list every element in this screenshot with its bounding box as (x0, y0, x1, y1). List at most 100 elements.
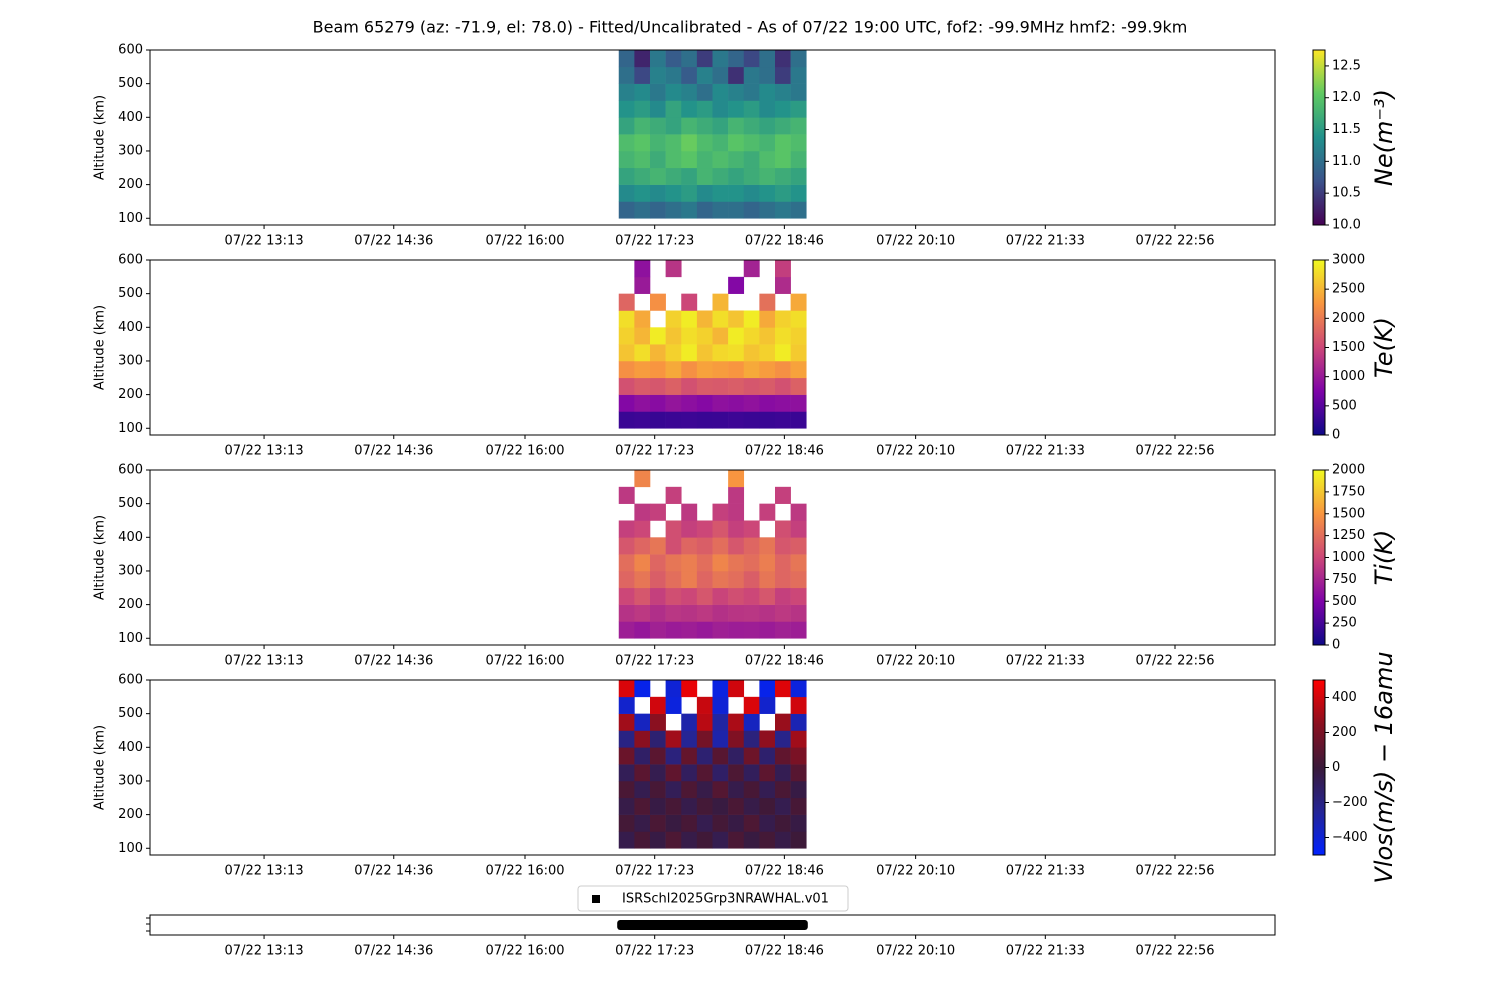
colorbar-tick-label: 1000 (1332, 550, 1365, 565)
heatmap-cell (743, 167, 760, 185)
legend-marker (592, 895, 600, 903)
heatmap-cell (759, 201, 776, 219)
x-tick-label: 07/22 13:13 (225, 864, 304, 879)
colorbar (1312, 679, 1326, 856)
y-tick-label: 400 (118, 320, 143, 335)
heatmap-cell (759, 100, 776, 118)
heatmap-cell (634, 184, 651, 202)
y-tick-label: 500 (118, 706, 143, 721)
y-tick-label: 100 (118, 841, 143, 856)
x-tick-label: 07/22 16:00 (485, 444, 564, 459)
heatmap-cell (790, 764, 807, 782)
heatmap-cell (650, 570, 666, 589)
heatmap-cell (634, 814, 651, 832)
colorbar (1312, 259, 1326, 436)
heatmap-cell (650, 696, 666, 714)
heatmap-cell (665, 167, 682, 185)
heatmap-cell (728, 201, 745, 219)
colorbar-tick-label: 500 (1332, 594, 1357, 609)
heatmap-cell (759, 310, 776, 328)
heatmap-cell (681, 554, 698, 572)
heatmap-cell (743, 344, 760, 362)
x-tick-label: 07/22 13:13 (225, 444, 304, 459)
x-tick-label: 07/22 21:33 (1006, 654, 1085, 669)
heatmap-cell (618, 696, 635, 714)
heatmap-cell (759, 394, 776, 412)
heatmap-cell (696, 344, 713, 362)
heatmap-cell (634, 201, 651, 219)
heatmap-cell (790, 604, 807, 622)
heatmap-cell (759, 570, 776, 589)
heatmap-cell (681, 797, 698, 815)
colorbar-label: Ti(K) (1370, 530, 1398, 586)
heatmap-cell (743, 554, 760, 572)
heatmap-cell (634, 260, 651, 278)
heatmap-cell (743, 520, 760, 538)
heatmap-cell (712, 587, 729, 605)
heatmap-cell (790, 411, 807, 429)
heatmap-cell (743, 621, 760, 639)
heatmap-cell (712, 604, 729, 622)
heatmap-cell (634, 621, 651, 639)
heatmap-cell (759, 134, 776, 152)
heatmap-cell (618, 570, 635, 589)
heatmap-cell (634, 470, 651, 488)
heatmap-cell (634, 167, 651, 185)
y-tick-label: 400 (118, 530, 143, 545)
heatmap-cell (712, 327, 729, 345)
x-tick-label: 07/22 20:10 (876, 944, 955, 959)
heatmap-cell (775, 134, 791, 152)
heatmap-cell (696, 570, 713, 589)
heatmap-cell (650, 554, 666, 572)
heatmap-cell (665, 831, 682, 849)
heatmap-cell (712, 100, 729, 118)
heatmap-cell (790, 570, 807, 589)
heatmap-cell (712, 570, 729, 589)
heatmap-cell (634, 394, 651, 412)
colorbar-tick-label: 0 (1332, 638, 1340, 653)
heatmap-cell (634, 150, 651, 169)
heatmap-cell (775, 604, 791, 622)
heatmap-cell (790, 83, 807, 101)
heatmap-cell (696, 201, 713, 219)
heatmap-cell (790, 797, 807, 815)
heatmap-cell (728, 587, 745, 605)
x-tick-label: 07/22 18:46 (745, 234, 824, 249)
heatmap-cell (712, 520, 729, 538)
heatmap-cell (665, 344, 682, 362)
heatmap-cell (650, 604, 666, 622)
heatmap-cell (618, 377, 635, 395)
heatmap-cell (712, 394, 729, 412)
heatmap-cell (775, 520, 791, 538)
colorbar-tick-label: 1500 (1332, 340, 1365, 355)
heatmap-cell (712, 377, 729, 395)
y-tick-label: 200 (118, 807, 143, 822)
heatmap-cell (743, 50, 760, 68)
heatmap-cell (650, 167, 666, 185)
heatmap-cell (775, 201, 791, 219)
x-tick-label: 07/22 18:46 (745, 944, 824, 959)
heatmap-cell (759, 537, 776, 555)
heatmap-cell (712, 621, 729, 639)
heatmap-cell (650, 344, 666, 362)
y-axis-label: Altitude (km) (93, 515, 108, 600)
heatmap-cell (681, 150, 698, 169)
heatmap-cell (712, 66, 729, 84)
heatmap-cell (681, 411, 698, 429)
heatmap-cell (681, 310, 698, 328)
heatmap-cell (681, 764, 698, 782)
x-tick-label: 07/22 18:46 (745, 864, 824, 879)
heatmap-cell (728, 604, 745, 622)
colorbar-tick-label: 500 (1332, 398, 1357, 413)
heatmap-cell (759, 730, 776, 748)
x-tick-label: 07/22 14:36 (354, 444, 433, 459)
y-tick-label: 600 (118, 463, 143, 478)
heatmap-cell (743, 150, 760, 169)
heatmap-cell (665, 411, 682, 429)
heatmap-cell (759, 831, 776, 849)
heatmap-cell (696, 696, 713, 714)
heatmap-cell (665, 83, 682, 101)
heatmap-cell (634, 83, 651, 101)
heatmap-cell (743, 814, 760, 832)
y-tick-label: 100 (118, 421, 143, 436)
